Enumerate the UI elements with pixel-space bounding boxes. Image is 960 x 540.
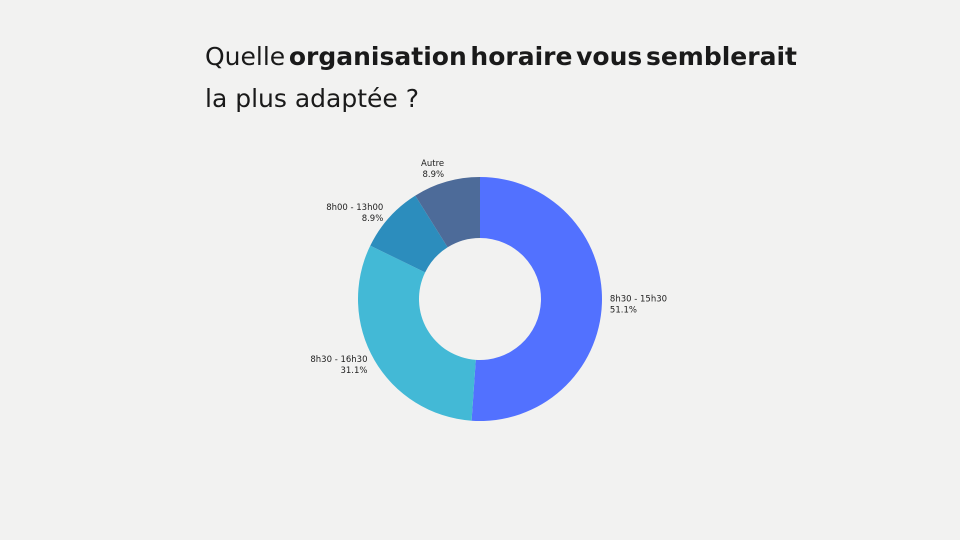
- donut-slice: [415, 177, 480, 248]
- title-bold-word: organisation: [288, 42, 467, 71]
- donut-slice: [370, 195, 448, 273]
- slice-category-label: 8h30 - 16h30: [310, 355, 367, 365]
- slice-value-label: 8.9%: [362, 214, 384, 224]
- title-line-2: la plus adaptée ?: [205, 84, 420, 113]
- slice-category-label: 8h30 - 15h30: [610, 294, 667, 304]
- slice-value-label: 8.9%: [423, 170, 445, 180]
- donut-slice: [358, 245, 476, 421]
- question-title: Quelle organisation horaire vous sembler…: [205, 36, 797, 120]
- title-line-1: Quelle organisation horaire vous sembler…: [205, 36, 797, 78]
- slice-category-label: 8h00 - 13h00: [326, 203, 383, 213]
- title-bold-word: semblerait: [645, 42, 797, 71]
- donut-slice: [471, 177, 602, 421]
- slice-category-label: Autre: [421, 159, 444, 169]
- title-prefix: Quelle: [205, 42, 286, 71]
- title-bold-word: horaire: [470, 42, 573, 71]
- slice-value-label: 31.1%: [340, 366, 367, 376]
- slice-value-label: 51.1%: [610, 305, 637, 315]
- title-bold-word: vous: [576, 42, 643, 71]
